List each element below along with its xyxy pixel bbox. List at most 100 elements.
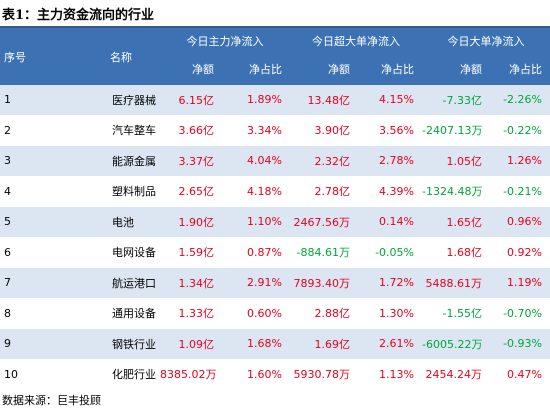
main-net-ratio: 0.87% (222, 237, 290, 268)
main-net-ratio: 1.68% (222, 328, 290, 360)
main-net-ratio: 4.18% (222, 176, 290, 207)
super-large-net-amount: 2.78亿 (290, 176, 358, 207)
super-large-net-amount: 2.88亿 (290, 298, 358, 329)
large-net-amount: 1.68亿 (422, 237, 490, 268)
main-net-amount: 3.37亿 (160, 145, 222, 177)
large-net-ratio: -0.70% (490, 298, 550, 329)
large-net-amount: 1.65亿 (422, 206, 490, 238)
table-row: 6 电网设备 1.59亿 0.87% -884.61万 -0.05% 1.68亿 0.92% (0, 237, 550, 268)
super-large-net-ratio: -0.05% (358, 237, 422, 268)
large-net-ratio: 0.96% (490, 206, 550, 238)
header-row-groups: 序号 名称 今日主力净流入 今日超大单净流入 今日大单净流入 (0, 28, 550, 85)
table-row: 5 电池 1.90亿 1.10% 2467.56万 0.14% 1.65亿 0.96% (0, 206, 550, 238)
large-net-amount: 1.05亿 (422, 145, 490, 177)
group-header-large-inflow: 今日大单净流入 (422, 28, 550, 53)
header-row-subcolumns: 净额 净占比 净额 净占比 净额 净占比 (0, 53, 550, 85)
large-net-ratio: -2.26% (490, 85, 550, 116)
row-index: 3 (0, 145, 40, 177)
main-net-amount: 1.90亿 (160, 206, 222, 238)
group-header-super-large-inflow: 今日超大单净流入 (290, 28, 422, 53)
super-large-net-amount: 2467.56万 (290, 206, 358, 238)
table-row: 8 通用设备 1.33亿 0.60% 2.88亿 1.30% -1.55亿 -0.70% (0, 298, 550, 329)
main-net-ratio: 1.60% (222, 359, 290, 390)
large-net-ratio: 0.47% (490, 359, 550, 390)
large-net-ratio: 1.26% (490, 145, 550, 177)
main-net-amount: 1.33亿 (160, 298, 222, 329)
main-net-ratio: 2.91% (222, 267, 290, 299)
super-large-net-ratio: 2.61% (358, 328, 422, 360)
column-header-net-amount: 净额 (160, 53, 222, 85)
large-net-ratio: -0.21% (490, 176, 550, 207)
super-large-net-ratio: 1.30% (358, 298, 422, 329)
industry-name: 医疗器械 (40, 85, 160, 116)
column-header-net-amount: 净额 (290, 53, 358, 85)
column-header-name: 名称 (40, 28, 160, 85)
table-row: 7 航运港口 1.34亿 2.91% 7893.40万 1.72% 5488.61万 1.19… (0, 267, 550, 299)
large-net-amount: -6005.22万 (422, 328, 490, 360)
table-title-row: 表1：主力资金流向的行业 (0, 0, 550, 26)
super-large-net-amount: -884.61万 (290, 237, 358, 268)
industry-name: 电网设备 (40, 237, 160, 268)
industry-name: 电池 (40, 206, 160, 238)
large-net-amount: 2454.24万 (422, 359, 490, 390)
super-large-net-amount: 3.90亿 (290, 115, 358, 146)
table-title: 表1：主力资金流向的行业 (2, 7, 155, 23)
super-large-net-ratio: 4.15% (358, 85, 422, 116)
super-large-net-ratio: 1.13% (358, 359, 422, 390)
super-large-net-ratio: 1.72% (358, 267, 422, 299)
industry-name: 通用设备 (40, 298, 160, 329)
group-header-main-inflow: 今日主力净流入 (160, 28, 290, 53)
row-index: 8 (0, 298, 40, 329)
main-net-amount: 1.09亿 (160, 328, 222, 360)
industry-name: 钢铁行业 (40, 328, 160, 360)
industry-name: 汽车整车 (40, 115, 160, 146)
super-large-net-amount: 5930.78万 (290, 359, 358, 390)
large-net-ratio: 0.92% (490, 237, 550, 268)
super-large-net-ratio: 0.14% (358, 206, 422, 238)
large-net-amount: 5488.61万 (422, 267, 490, 299)
industry-name: 能源金属 (40, 145, 160, 177)
main-net-amount: 1.59亿 (160, 237, 222, 268)
main-net-ratio: 4.04% (222, 145, 290, 177)
main-net-amount: 3.66亿 (160, 115, 222, 146)
row-index: 10 (0, 359, 40, 390)
super-large-net-ratio: 4.39% (358, 176, 422, 207)
row-index: 2 (0, 115, 40, 146)
main-net-ratio: 3.34% (222, 115, 290, 146)
data-source-note: 数据来源：巨丰投顾 (2, 394, 101, 407)
column-header-net-ratio: 净占比 (222, 53, 290, 85)
row-index: 7 (0, 267, 40, 299)
large-net-ratio: -0.93% (490, 328, 550, 360)
row-index: 6 (0, 237, 40, 268)
main-net-ratio: 0.60% (222, 298, 290, 329)
industry-name: 化肥行业 (40, 359, 160, 390)
industry-name: 塑料制品 (40, 176, 160, 207)
fund-flow-table: 序号 名称 今日主力净流入 今日超大单净流入 今日大单净流入 净额 净占比 净额… (0, 28, 550, 390)
row-index: 9 (0, 328, 40, 360)
table-row: 10 化肥行业 8385.02万 1.60% 5930.78万 1.13% 2454.24万… (0, 359, 550, 390)
super-large-net-amount: 2.32亿 (290, 145, 358, 177)
table-row: 1 医疗器械 6.15亿 1.89% 13.48亿 4.15% -7.33亿 -2.26% (0, 85, 550, 116)
table-row: 4 塑料制品 2.65亿 4.18% 2.78亿 4.39% -1324.48万 -0.21% (0, 176, 550, 207)
column-header-net-ratio: 净占比 (358, 53, 422, 85)
column-header-net-ratio: 净占比 (490, 53, 550, 85)
super-large-net-amount: 7893.40万 (290, 267, 358, 299)
row-index: 5 (0, 206, 40, 238)
super-large-net-amount: 1.69亿 (290, 328, 358, 360)
main-net-ratio: 1.10% (222, 206, 290, 238)
column-header-net-amount: 净额 (422, 53, 490, 85)
main-net-amount: 8385.02万 (160, 359, 222, 390)
main-net-ratio: 1.89% (222, 85, 290, 116)
large-net-amount: -2407.13万 (422, 115, 490, 146)
main-net-amount: 6.15亿 (160, 85, 222, 116)
main-net-amount: 2.65亿 (160, 176, 222, 207)
row-index: 4 (0, 176, 40, 207)
title-divider (0, 26, 550, 28)
table-row: 2 汽车整车 3.66亿 3.34% 3.90亿 3.56% -2407.13万 -0.22% (0, 115, 550, 146)
super-large-net-ratio: 3.56% (358, 115, 422, 146)
large-net-amount: -7.33亿 (422, 85, 490, 116)
table-row: 3 能源金属 3.37亿 4.04% 2.32亿 2.78% 1.05亿 1.26% (0, 145, 550, 177)
super-large-net-amount: 13.48亿 (290, 85, 358, 116)
large-net-amount: -1.55亿 (422, 298, 490, 329)
table-body: 1 医疗器械 6.15亿 1.89% 13.48亿 4.15% -7.33亿 -2.26% 2 汽… (0, 85, 550, 390)
